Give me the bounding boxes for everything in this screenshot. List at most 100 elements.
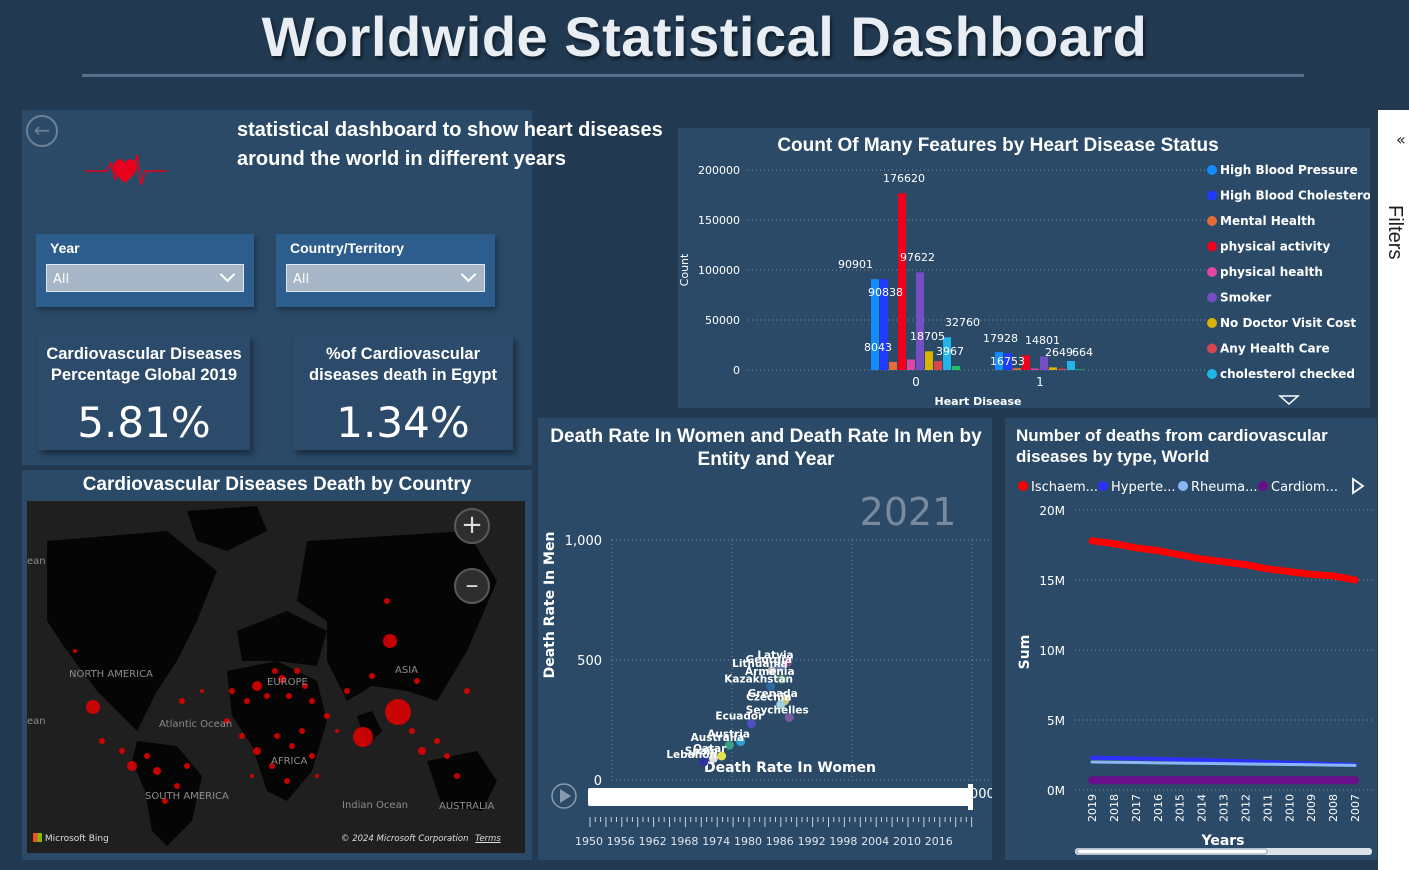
- line-chart-title: Number of deaths from cardiovascular dis…: [1016, 426, 1328, 466]
- bar-data-label: 16753: [990, 355, 1025, 368]
- filters-pane[interactable]: [1378, 110, 1409, 870]
- timeline-tick-label: 1974: [702, 835, 730, 848]
- bar-x-tick-label: 1: [1036, 375, 1044, 389]
- line-series: [1090, 760, 1357, 767]
- bar: [925, 351, 933, 370]
- scatter-year-watermark: 2021: [860, 490, 957, 534]
- plus-icon[interactable]: +: [454, 508, 490, 544]
- line-legend-item: Cardiom...: [1271, 480, 1338, 495]
- legend-marker: [1098, 481, 1108, 491]
- play-icon: [551, 783, 577, 809]
- line-legend-item: Ischaem...: [1031, 480, 1098, 495]
- legend-marker: [1207, 216, 1217, 226]
- legend-marker: [1018, 481, 1028, 491]
- terms-link[interactable]: Terms: [475, 834, 501, 844]
- scatter-point-label: Armenia: [745, 666, 795, 678]
- map-label: NORTH AMERICA: [69, 669, 153, 680]
- line-y-axis-label: Sum: [1017, 635, 1033, 670]
- scatter-panel: [538, 418, 992, 860]
- map-label: ean: [27, 556, 46, 567]
- kpi-value: 1.34%: [336, 398, 470, 447]
- timeline-tick-label: 1992: [798, 835, 826, 848]
- map-country-markers: [73, 598, 470, 804]
- scatter-point-label: Australia: [691, 732, 744, 744]
- scatter-title: Death Rate In Women and Death Rate In Me…: [550, 426, 982, 470]
- timeline-tick-label: 2016: [925, 835, 953, 848]
- scatter-point: [777, 674, 787, 684]
- bar-data-label: 97622: [900, 251, 935, 264]
- bar-data-label: 176620: [883, 172, 925, 185]
- bar: [916, 272, 924, 370]
- bar: [995, 352, 1003, 370]
- scatter-y-tick-label: 500: [577, 654, 602, 669]
- line-x-tick-label: 2007: [1349, 794, 1362, 822]
- bar: [880, 279, 888, 370]
- world-map[interactable]: NORTH AMERICA EUROPE ASIA Atlantic Ocean…: [27, 501, 525, 853]
- bar: [1058, 368, 1066, 370]
- bar-x-axis-label: Heart Disease: [935, 395, 1022, 408]
- bar-legend-item: Mental Health: [1220, 214, 1315, 228]
- timeline-tick-label: 1998: [829, 835, 857, 848]
- line-y-tick-label: 20M: [1039, 504, 1065, 518]
- bar-data-label: 3967: [936, 345, 964, 358]
- line-legend-item: Rheuma...: [1191, 480, 1258, 495]
- timeline-tick-label: 1956: [607, 835, 635, 848]
- minus-icon[interactable]: –: [454, 568, 490, 604]
- legend-marker: [1258, 481, 1268, 491]
- bar-data-label: 90901: [838, 258, 873, 271]
- map-label: EUROPE: [267, 677, 308, 688]
- bar-legend-item: No Doctor Visit Cost: [1220, 316, 1356, 330]
- bar-data-label: 8043: [864, 341, 892, 354]
- year-dropdown[interactable]: All: [46, 264, 244, 292]
- bar-x-tick-label: 0: [912, 375, 920, 389]
- legend-marker: [1207, 369, 1217, 379]
- line-x-tick-label: 2018: [1108, 794, 1121, 822]
- line-x-tick-label: 2015: [1174, 794, 1187, 822]
- filters-label[interactable]: Filters: [1384, 205, 1406, 260]
- line-legend-item: Hyperte...: [1111, 480, 1176, 495]
- intro-text: statistical dashboard to show heart dise…: [237, 119, 663, 170]
- timeline-tick-label: 1968: [670, 835, 698, 848]
- scatter-point: [708, 753, 718, 763]
- scatter-point-label: Lithuania: [732, 658, 788, 670]
- double-chevron-left-icon[interactable]: «: [1396, 130, 1406, 149]
- line-chart-panel: [1005, 418, 1377, 860]
- country-dropdown[interactable]: All: [286, 264, 485, 292]
- timeline-tick-label: 1980: [734, 835, 762, 848]
- scatter-point-label: Lebanon: [666, 749, 717, 761]
- bar-legend-item: High Blood Pressure: [1220, 163, 1358, 177]
- map-title: Cardiovascular Diseases Death by Country: [82, 474, 472, 495]
- bar-data-label: 18705: [910, 330, 945, 343]
- scatter-point: [776, 699, 786, 709]
- title-divider: [82, 74, 1304, 77]
- scatter-point-label: Georgia: [746, 654, 792, 666]
- scatter-point: [776, 662, 786, 672]
- bar: [1067, 361, 1075, 370]
- bar-legend-item: physical activity: [1220, 240, 1330, 254]
- bar: [934, 361, 942, 370]
- line-series: [1088, 537, 1359, 584]
- line-x-tick-label: 2008: [1327, 794, 1340, 822]
- timeline-tick-label: 1986: [766, 835, 794, 848]
- arrow-left-circle-icon[interactable]: ←: [26, 115, 58, 147]
- bar: [889, 361, 897, 370]
- scatter-point: [767, 666, 777, 676]
- kpi-title: Cardiovascular Diseases Percentage Globa…: [46, 345, 242, 384]
- scatter-point: [736, 737, 746, 747]
- scrollbar-thumb: [1076, 848, 1268, 855]
- page-title: Worldwide Statistical Dashboard: [261, 5, 1148, 68]
- bar-legend-item: physical health: [1220, 265, 1323, 279]
- play-icon-glyph: [560, 789, 571, 803]
- timeline-handle: [968, 784, 973, 810]
- bar-y-tick-label: 100000: [698, 264, 740, 277]
- bar: [1004, 353, 1012, 370]
- bar-y-tick-label: 0: [733, 364, 740, 377]
- line-x-axis-label: Years: [1200, 833, 1244, 849]
- scatter-y-tick-label: 0: [594, 774, 602, 789]
- bar-data-label: 32760: [945, 316, 980, 329]
- line-x-tick-label: 2013: [1218, 794, 1231, 822]
- timeline-tick-label: 1962: [639, 835, 667, 848]
- bar-data-label: 2649: [1045, 346, 1073, 359]
- line-x-tick-label: 2009: [1305, 794, 1318, 822]
